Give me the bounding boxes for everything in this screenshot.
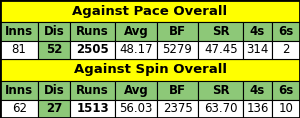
Text: 5279: 5279: [163, 43, 192, 56]
Bar: [0, 40, 38, 59]
Bar: [38, 99, 70, 118]
Text: Against Spin Overall: Against Spin Overall: [74, 63, 226, 76]
Bar: [243, 22, 272, 40]
Text: 2505: 2505: [76, 43, 109, 56]
Text: 62: 62: [12, 102, 27, 115]
Text: BF: BF: [169, 84, 186, 97]
Text: SR: SR: [212, 25, 230, 38]
Bar: [0, 81, 38, 99]
Text: BF: BF: [169, 25, 186, 38]
Bar: [272, 81, 300, 99]
Text: 47.45: 47.45: [204, 43, 238, 56]
Text: 6s: 6s: [278, 84, 293, 97]
Bar: [157, 99, 198, 118]
Text: 63.70: 63.70: [204, 102, 238, 115]
Text: 1513: 1513: [76, 102, 109, 115]
Bar: [198, 99, 243, 118]
Bar: [115, 99, 157, 118]
Bar: [157, 40, 198, 59]
Bar: [272, 22, 300, 40]
Bar: [0, 99, 38, 118]
Text: Dis: Dis: [44, 84, 64, 97]
Bar: [70, 40, 115, 59]
Text: 136: 136: [246, 102, 269, 115]
Bar: [198, 81, 243, 99]
Bar: [243, 99, 272, 118]
Text: 6s: 6s: [278, 25, 293, 38]
Bar: [115, 22, 157, 40]
Bar: [115, 40, 157, 59]
Text: 52: 52: [46, 43, 62, 56]
Bar: [157, 22, 198, 40]
Bar: [243, 40, 272, 59]
Bar: [0, 59, 300, 81]
Bar: [272, 99, 300, 118]
Text: Avg: Avg: [124, 25, 148, 38]
Text: Runs: Runs: [76, 25, 109, 38]
Text: 10: 10: [278, 102, 293, 115]
Text: 81: 81: [12, 43, 27, 56]
Bar: [38, 22, 70, 40]
Text: 314: 314: [246, 43, 269, 56]
Bar: [70, 99, 115, 118]
Text: Inns: Inns: [5, 25, 33, 38]
Bar: [243, 81, 272, 99]
Text: 48.17: 48.17: [119, 43, 153, 56]
Text: 4s: 4s: [250, 84, 265, 97]
Text: Inns: Inns: [5, 84, 33, 97]
Text: SR: SR: [212, 84, 230, 97]
Text: Dis: Dis: [44, 25, 64, 38]
Bar: [272, 40, 300, 59]
Text: 4s: 4s: [250, 25, 265, 38]
Bar: [115, 81, 157, 99]
Bar: [198, 22, 243, 40]
Bar: [38, 40, 70, 59]
Bar: [70, 22, 115, 40]
Text: Against Pace Overall: Against Pace Overall: [72, 4, 228, 17]
Bar: [157, 81, 198, 99]
Text: Runs: Runs: [76, 84, 109, 97]
Bar: [70, 81, 115, 99]
Text: 27: 27: [46, 102, 62, 115]
Text: 56.03: 56.03: [119, 102, 152, 115]
Bar: [0, 0, 300, 22]
Text: 2: 2: [282, 43, 290, 56]
Text: 2375: 2375: [163, 102, 192, 115]
Bar: [0, 22, 38, 40]
Bar: [198, 40, 243, 59]
Bar: [38, 81, 70, 99]
Text: Avg: Avg: [124, 84, 148, 97]
